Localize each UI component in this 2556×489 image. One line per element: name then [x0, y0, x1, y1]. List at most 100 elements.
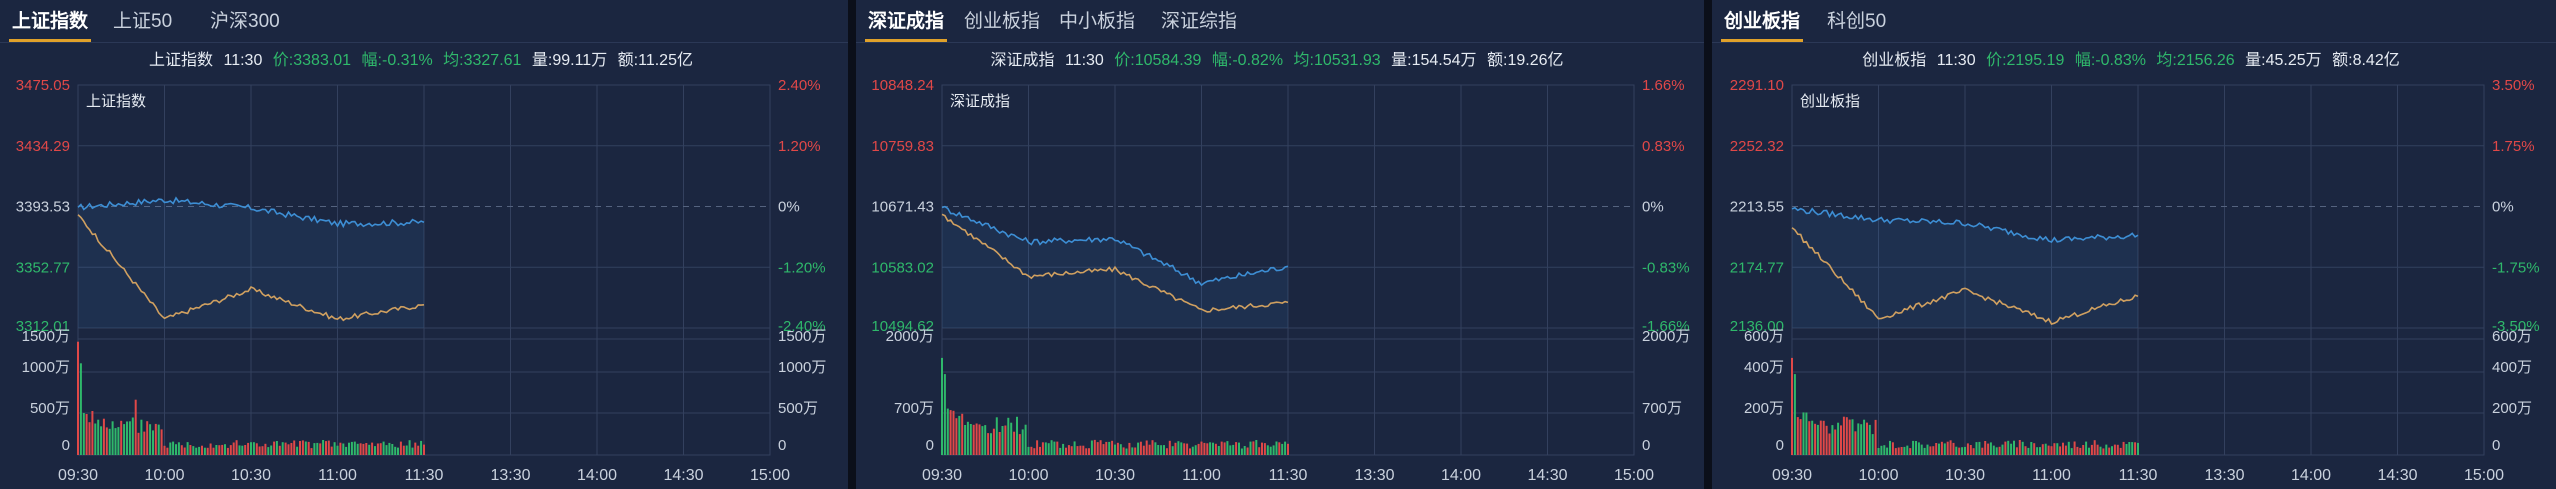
volume-bar	[1984, 441, 1987, 455]
volume-bar	[1978, 441, 1981, 455]
volume-bar	[336, 445, 339, 455]
volume-bar	[273, 441, 276, 455]
volume-bar	[1825, 425, 1828, 455]
volume-bar	[1168, 440, 1171, 455]
chart-legend: 深证成指	[950, 93, 1010, 110]
volume-bar	[423, 444, 425, 455]
volume-bar	[1958, 447, 1961, 455]
volume-bar	[995, 417, 998, 455]
intraday-chart[interactable]: 10848.24 10759.83 10671.43 10583.02 10494.62…	[856, 0, 1704, 489]
volume-bar	[183, 447, 186, 455]
volume-bar	[247, 442, 250, 455]
tab-csi300[interactable]: 沪深300	[210, 11, 280, 32]
volume-bar	[177, 442, 180, 455]
tab-szse-composite[interactable]: 深证综指	[1161, 11, 1238, 32]
tab-sse50[interactable]: 上证50	[113, 11, 173, 32]
chart-legend: 创业板指	[1800, 92, 1860, 110]
tab-shanghai-composite[interactable]: 上证指数	[8, 0, 92, 42]
pct-axis-label-right: 1.75%	[2492, 138, 2535, 155]
price-axis-label-left: 2252.32	[1730, 138, 1784, 155]
volume-bar	[160, 429, 163, 455]
volume-bar	[1174, 442, 1177, 455]
tab-star50[interactable]: 科创50	[1827, 11, 1887, 32]
intraday-chart[interactable]: 3475.05 3434.29 3393.53 3352.77 3312.01 2.40%…	[0, 0, 848, 489]
volume-bar	[946, 408, 949, 455]
volume-bar	[353, 441, 356, 455]
volume-bar	[1067, 445, 1070, 455]
volume-bar	[1998, 446, 2001, 455]
volume-bar	[1926, 444, 1929, 455]
volume-bar	[2096, 444, 2099, 455]
volume-bar	[2093, 440, 2096, 455]
info-avg: 均:2156.26	[2156, 52, 2235, 69]
pct-axis-label-right: 1.66%	[1642, 77, 1685, 94]
volume-bar	[1203, 442, 1206, 455]
tab-chinext[interactable]: 创业板指	[964, 11, 1041, 32]
price-area	[78, 197, 424, 328]
volume-bar	[275, 441, 278, 455]
time-axis-label: 13:30	[490, 467, 530, 484]
average-line	[1791, 227, 2139, 325]
volume-bar	[414, 442, 417, 455]
volume-bar	[399, 441, 402, 455]
volume-bar	[154, 423, 157, 455]
volume-bar	[1085, 448, 1088, 455]
average-line	[77, 214, 425, 322]
tab-chinext-index[interactable]: 创业板指	[1720, 0, 1804, 42]
tab-sme[interactable]: 中小板指	[1059, 11, 1136, 32]
volume-bar	[189, 445, 192, 455]
volume-bar	[1180, 442, 1183, 455]
volume-bar	[301, 440, 304, 455]
volume-bar	[319, 443, 322, 455]
volume-bar	[391, 444, 394, 455]
time-axis-label: 14:30	[2377, 467, 2417, 484]
volume-bar	[1989, 442, 1992, 455]
info-name: 创业板指	[1862, 52, 1927, 69]
tab-bar: 上证指数 上证50 沪深300	[0, 0, 848, 43]
volume-bar	[1186, 443, 1189, 455]
volume-bar	[146, 421, 149, 455]
volume-bar	[1030, 446, 1033, 455]
volume-bar	[362, 443, 365, 455]
chart-legend: 上证指数	[86, 93, 146, 110]
volume-bar	[2027, 447, 2030, 455]
info-price: 价:10584.39	[1114, 52, 1202, 69]
volume-axis-label-right: 2000万	[1642, 328, 1690, 345]
volume-bar	[1062, 443, 1065, 455]
volume-bar	[278, 445, 281, 455]
panel-shenzhen: 深证成指 创业板指 中小板指 深证综指 深证成指 11:30 价:10584.3…	[856, 0, 1704, 489]
volume-bar	[2047, 445, 2050, 455]
time-axis-label: 14:00	[577, 467, 617, 484]
volume-bar	[1125, 448, 1128, 455]
info-change: 幅:-0.82%	[1211, 52, 1284, 69]
volume-bar	[2036, 447, 2039, 455]
volume-axis-label-left: 2000万	[886, 328, 934, 345]
volume-bar	[105, 427, 108, 455]
volume-bar	[284, 442, 287, 455]
intraday-chart[interactable]: 2291.10 2252.32 2213.55 2174.77 2136.00 3.50%…	[1712, 0, 2556, 489]
volume-bar	[1822, 420, 1825, 455]
volume-bar	[1816, 424, 1819, 455]
time-axis-label: 15:00	[750, 467, 790, 484]
time-axis-label: 10:00	[144, 467, 184, 484]
volume-bar	[238, 445, 241, 455]
volume-bar	[998, 432, 1001, 455]
volume-bar	[1206, 443, 1209, 455]
tab-szse-component[interactable]: 深证成指	[864, 0, 948, 42]
volume-bar	[1923, 447, 1926, 455]
volume-bar	[2105, 444, 2108, 455]
volume-axis-label-right: 700万	[1642, 400, 1682, 417]
volume-bar	[1021, 429, 1024, 455]
volume-bar	[1883, 445, 1886, 455]
volume-bar	[1119, 444, 1122, 455]
volume-bar	[1920, 444, 1923, 455]
volume-bar	[1961, 447, 1964, 455]
volume-bar	[1171, 446, 1174, 455]
volume-axis-label-right: 200万	[2492, 400, 2532, 417]
volume-bar	[1935, 443, 1938, 455]
volume-bar	[2018, 440, 2021, 455]
info-time: 11:30	[223, 52, 263, 69]
volume-bar	[215, 445, 218, 455]
volume-bar	[140, 419, 143, 455]
volume-bar	[1194, 445, 1197, 455]
